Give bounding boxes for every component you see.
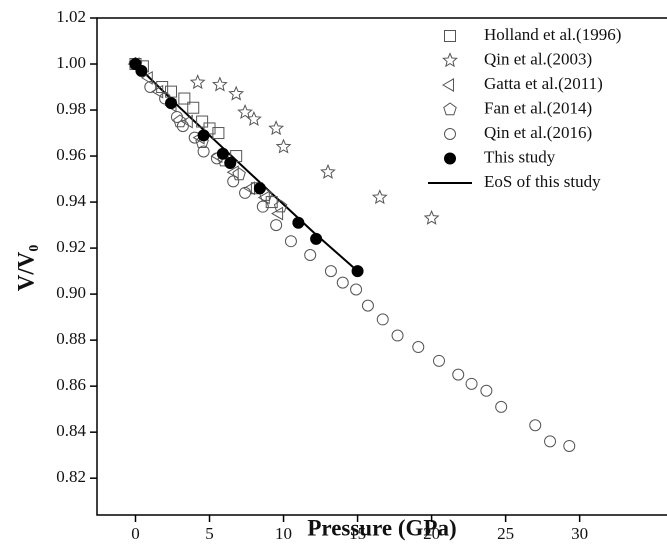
filled-marker	[292, 216, 305, 229]
circle-marker	[529, 419, 542, 432]
legend-label: Gatta et al.(2011)	[484, 74, 603, 93]
legend-label: This study	[484, 147, 556, 166]
circle-marker	[144, 81, 157, 94]
triangle-marker	[151, 84, 164, 99]
pentagon-marker	[443, 102, 457, 116]
filled-marker	[444, 152, 456, 165]
x-tick-label: 10	[275, 524, 292, 543]
circle-marker	[495, 400, 508, 413]
triangle-marker	[180, 114, 193, 129]
circle-marker	[480, 384, 493, 397]
circle-marker	[336, 276, 349, 289]
circle-marker	[324, 265, 337, 278]
legend-label: Fan et al.(2014)	[484, 98, 592, 117]
y-tick-label: 0.82	[56, 467, 86, 486]
square-marker	[165, 85, 178, 98]
star-marker	[320, 163, 336, 179]
pentagon-marker	[173, 114, 187, 128]
circle-marker	[465, 377, 478, 390]
circle-marker	[304, 248, 317, 261]
y-tick-label: 0.96	[56, 145, 86, 164]
square-marker	[203, 122, 216, 135]
y-tick-label: 0.90	[56, 283, 86, 302]
circle-marker	[176, 120, 189, 133]
star-marker	[268, 120, 285, 136]
filled-marker	[216, 147, 229, 160]
y-tick-label: 0.92	[56, 237, 86, 256]
star-marker	[189, 74, 206, 90]
circle-marker	[452, 368, 465, 381]
circle-marker	[197, 145, 210, 158]
filled-marker	[253, 182, 266, 195]
circle-marker	[361, 299, 374, 312]
legend-label: Qin et al.(2003)	[484, 49, 592, 68]
triangle-marker	[226, 165, 239, 180]
circle-marker	[444, 128, 456, 140]
y-tick-label: 1.00	[56, 53, 86, 72]
x-tick-label: 25	[497, 524, 514, 543]
square-marker	[444, 30, 456, 42]
legend-label: EoS of this study	[484, 172, 601, 191]
circle-marker	[284, 235, 297, 248]
circle-marker	[239, 186, 252, 199]
star-marker	[211, 76, 228, 92]
triangle-marker	[442, 78, 454, 92]
y-tick-label: 0.88	[56, 329, 86, 348]
star-marker	[423, 209, 440, 225]
triangle-marker	[242, 181, 255, 196]
star-marker	[246, 110, 262, 126]
pentagon-marker	[273, 199, 288, 213]
square-marker	[196, 115, 209, 128]
x-tick-label: 5	[205, 524, 214, 543]
triangle-marker	[271, 206, 284, 221]
pentagon-marker	[232, 167, 246, 181]
circle-marker	[544, 435, 557, 448]
legend-label: Holland et al.(1996)	[484, 25, 621, 44]
square-marker	[187, 101, 200, 114]
circle-marker	[412, 341, 425, 354]
x-tick-label: 15	[349, 524, 366, 543]
star-marker	[442, 52, 458, 68]
circle-marker	[350, 283, 363, 296]
filled-marker	[165, 97, 178, 110]
circle-marker	[563, 439, 576, 452]
square-marker	[178, 92, 191, 105]
y-tick-label: 0.84	[56, 421, 86, 440]
star-marker	[237, 103, 253, 120]
star-marker	[275, 138, 292, 154]
star-marker	[228, 85, 245, 101]
filled-marker	[310, 232, 323, 245]
filled-marker	[135, 64, 148, 77]
circle-marker	[433, 354, 445, 367]
y-axis-label: V/V₀	[13, 245, 38, 292]
legend-label: Qin et al.(2016)	[484, 123, 592, 142]
circle-marker	[376, 313, 389, 326]
square-marker	[156, 81, 169, 94]
square-marker	[212, 127, 225, 140]
circle-marker	[270, 219, 283, 232]
y-tick-label: 0.94	[56, 191, 86, 210]
x-tick-label: 0	[131, 524, 140, 543]
y-tick-label: 0.98	[56, 99, 86, 118]
filled-marker	[351, 265, 364, 278]
square-marker	[230, 150, 243, 163]
circle-marker	[170, 110, 183, 123]
filled-marker	[197, 129, 210, 142]
x-tick-label: 30	[571, 524, 588, 543]
y-tick-label: 0.86	[56, 375, 86, 394]
axes-frame	[96, 17, 667, 516]
circle-marker	[227, 175, 240, 188]
x-tick-label: 20	[423, 524, 440, 543]
triangle-marker	[140, 70, 153, 85]
y-tick-label: 1.02	[56, 7, 86, 26]
star-marker	[371, 189, 388, 205]
circle-marker	[256, 200, 269, 213]
circle-marker	[391, 329, 404, 342]
filled-marker	[224, 156, 237, 169]
